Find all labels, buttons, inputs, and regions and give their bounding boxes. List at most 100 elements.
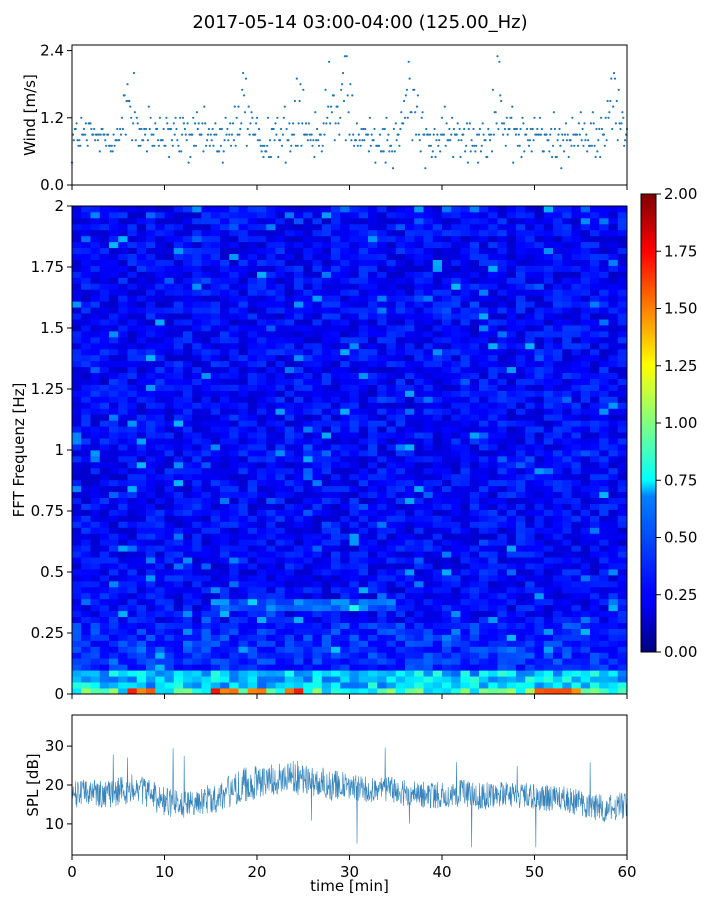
spectrogram-cell — [155, 610, 165, 618]
spectrogram-cell — [534, 688, 545, 695]
spectrogram-cell — [506, 610, 517, 618]
spectrogram-cell — [562, 378, 572, 385]
spectrogram-cell — [109, 688, 119, 695]
wind-point — [259, 144, 262, 147]
spectrogram-cell — [414, 330, 424, 338]
spectrogram-cell — [497, 336, 508, 344]
spectrogram-cell — [192, 515, 202, 522]
spectrogram-cell — [99, 467, 110, 475]
spectrogram-cell — [405, 604, 415, 612]
wind-point — [467, 127, 470, 131]
spectrogram-cell — [136, 319, 147, 326]
wind-point — [89, 122, 92, 125]
spectrogram-cell — [284, 467, 295, 475]
spectrogram-cell — [220, 283, 230, 290]
spectrogram-cell — [590, 485, 600, 493]
spectrogram-cell — [553, 563, 563, 570]
spectrogram-cell — [525, 658, 535, 665]
spectrogram-cell — [368, 301, 378, 308]
spectrogram-cell — [266, 289, 276, 296]
spectrogram-cell — [442, 420, 452, 427]
spectrogram-cell — [553, 670, 563, 677]
spectrogram-cell — [340, 497, 350, 504]
spectrogram-cell — [99, 592, 110, 600]
spectrogram-cell — [284, 319, 295, 326]
spectrogram-cell — [127, 384, 138, 391]
spectrogram-cell — [321, 664, 332, 671]
wind-point — [525, 133, 528, 136]
spectrogram-cell — [284, 390, 295, 397]
spectrogram-cell — [414, 295, 424, 302]
spectrogram-cell — [590, 432, 600, 439]
spectrogram-cell — [368, 295, 378, 302]
spectrogram-cell — [553, 569, 563, 576]
spectrogram-cell — [553, 467, 563, 475]
spectrogram-cell — [543, 336, 554, 344]
spectrogram-cell — [358, 384, 369, 391]
spectrogram-cell — [331, 342, 341, 350]
spectrogram-cell — [386, 563, 397, 570]
wind-point — [285, 127, 288, 131]
spectrogram-cell — [497, 682, 508, 689]
spectrogram-cell — [516, 664, 526, 671]
spectrogram-cell — [543, 652, 554, 659]
spectrogram-cell — [469, 319, 480, 326]
spectrogram-cell — [395, 426, 406, 433]
spectrogram-cell — [405, 289, 415, 296]
spectrogram-cell — [284, 313, 295, 320]
spectrogram-cell — [368, 467, 378, 475]
spectrogram-cell — [405, 455, 415, 463]
spectrogram-cell — [294, 527, 304, 534]
spectrogram-cell — [118, 319, 128, 326]
spectrogram-cell — [275, 354, 286, 362]
spectrogram-cell — [229, 485, 239, 493]
spectrogram-cell — [368, 438, 378, 445]
spectrogram-cell — [220, 467, 230, 475]
spectrogram-cell — [257, 658, 267, 665]
spectrogram-cell — [294, 473, 304, 481]
spectrogram-cell — [386, 295, 397, 302]
spectrogram-cell — [571, 670, 582, 677]
spectrogram-cell — [257, 408, 267, 415]
spectrogram-cell — [127, 438, 138, 445]
spectrogram-cell — [405, 580, 415, 588]
spectrogram-cell — [534, 670, 545, 677]
spectrogram-cell — [266, 277, 276, 284]
spectrogram-cell — [377, 295, 387, 302]
wind-point — [517, 133, 520, 136]
spectrogram-cell — [183, 616, 193, 623]
spectrogram-cell — [247, 676, 258, 683]
spectrogram-cell — [303, 509, 313, 516]
spectrogram-cell — [386, 366, 397, 374]
spectrogram-cell — [451, 652, 461, 659]
spectrogram-cell — [81, 640, 91, 647]
spectrogram-cell — [238, 455, 249, 463]
spectrogram-cell — [72, 408, 82, 415]
spectrogram-cell — [257, 289, 267, 296]
spectrogram-cell — [312, 610, 323, 618]
spectrogram-cell — [479, 640, 489, 647]
spectrogram-cell — [220, 527, 230, 534]
spectrogram-cell — [479, 533, 489, 540]
spectrogram-cell — [303, 342, 313, 350]
spectrogram-cell — [617, 432, 628, 439]
spectrogram-cell — [72, 259, 82, 266]
spectrogram-cell — [136, 551, 147, 558]
spectrogram-cell — [183, 634, 193, 641]
spectrogram-cell — [118, 640, 128, 647]
spectrogram-cell — [331, 515, 341, 522]
spectrogram-cell — [525, 432, 535, 439]
spectrogram-cell — [146, 533, 156, 540]
spectrogram-cell — [321, 592, 332, 600]
spectrogram-cell — [118, 580, 128, 588]
wind-point — [193, 122, 197, 125]
spectrogram-cell — [238, 497, 249, 504]
spectrogram-cell — [562, 390, 572, 397]
spectrogram-cell — [90, 676, 101, 683]
wind-point — [465, 122, 469, 125]
spectrogram-cell — [136, 676, 147, 683]
spectrogram-cell — [423, 390, 434, 397]
wind-point — [342, 99, 346, 103]
spectrogram-cell — [257, 670, 267, 677]
spectrogram-cell — [423, 295, 434, 302]
